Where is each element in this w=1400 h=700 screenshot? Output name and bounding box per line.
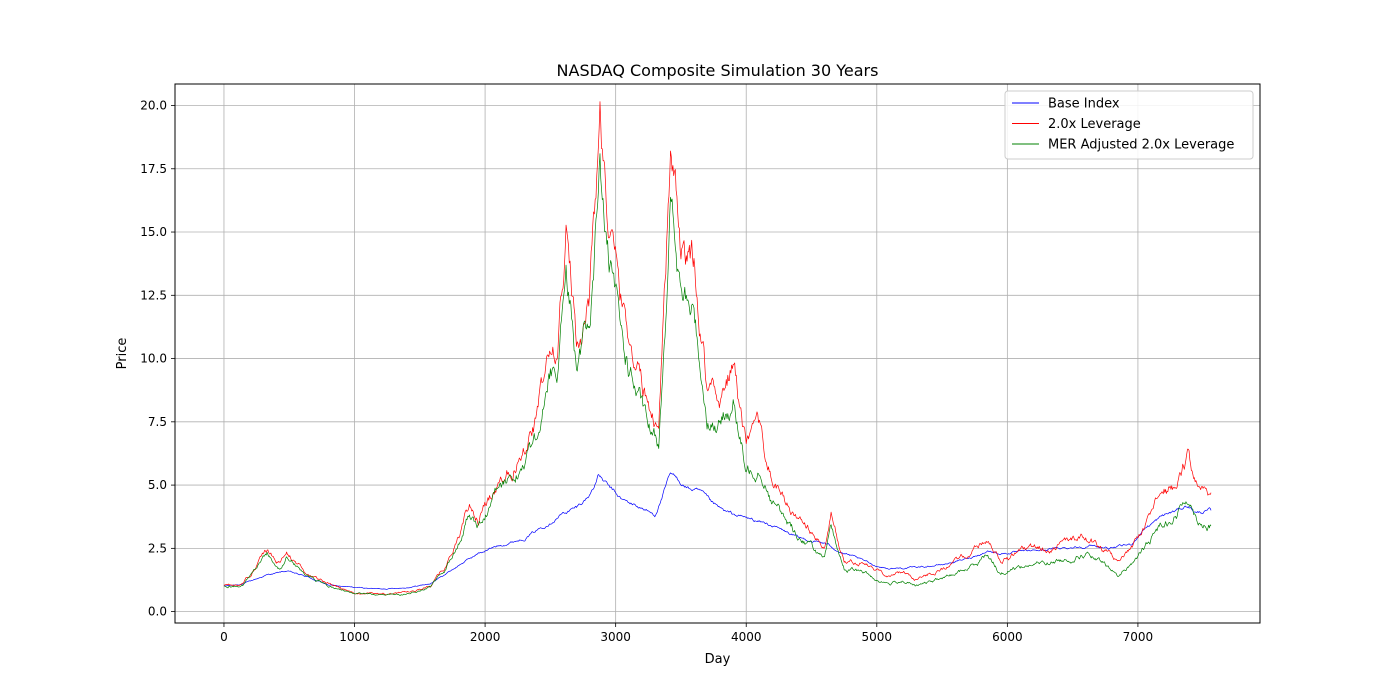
x-tick-label: 4000 (731, 630, 762, 644)
y-tick-label: 10.0 (140, 352, 167, 366)
y-tick-label: 7.5 (148, 415, 167, 429)
x-tick-label: 2000 (470, 630, 501, 644)
chart-title: NASDAQ Composite Simulation 30 Years (557, 61, 879, 80)
x-tick-label: 3000 (600, 630, 631, 644)
y-tick-label: 5.0 (148, 478, 167, 492)
x-tick-label: 0 (220, 630, 228, 644)
x-tick-label: 6000 (992, 630, 1023, 644)
series-lines (223, 101, 1212, 596)
legend-label-2: 2.0x Leverage (1048, 117, 1141, 132)
grid-lines (175, 84, 1260, 623)
x-axis-label: Day (705, 652, 731, 667)
legend-label-3: MER Adjusted 2.0x Leverage (1048, 138, 1234, 153)
series-line-1 (223, 472, 1212, 590)
x-tick-label: 7000 (1123, 630, 1154, 644)
y-axis-label: Price (115, 338, 130, 370)
x-tick-label: 5000 (862, 630, 893, 644)
y-tick-label: 2.5 (148, 541, 167, 555)
legend: Base Index 2.0x Leverage MER Adjusted 2.0x… (1004, 90, 1254, 160)
plot-frame (174, 83, 1261, 624)
x-tick-label: 1000 (339, 630, 370, 644)
y-tick-label: 15.0 (140, 225, 167, 239)
y-tick-label: 20.0 (140, 99, 167, 113)
series-line-2 (223, 101, 1212, 596)
series-line-3 (223, 153, 1212, 596)
y-tick-label: 0.0 (148, 605, 167, 619)
y-tick-label: 12.5 (140, 288, 167, 302)
axis-ticks: 0 1000 2000 3000 4000 5000 6000 7000 0.0 2.5 5.0 7.… (140, 99, 1153, 644)
legend-box (1004, 90, 1254, 160)
y-tick-label: 17.5 (140, 162, 167, 176)
legend-label-1: Base Index (1048, 97, 1120, 112)
